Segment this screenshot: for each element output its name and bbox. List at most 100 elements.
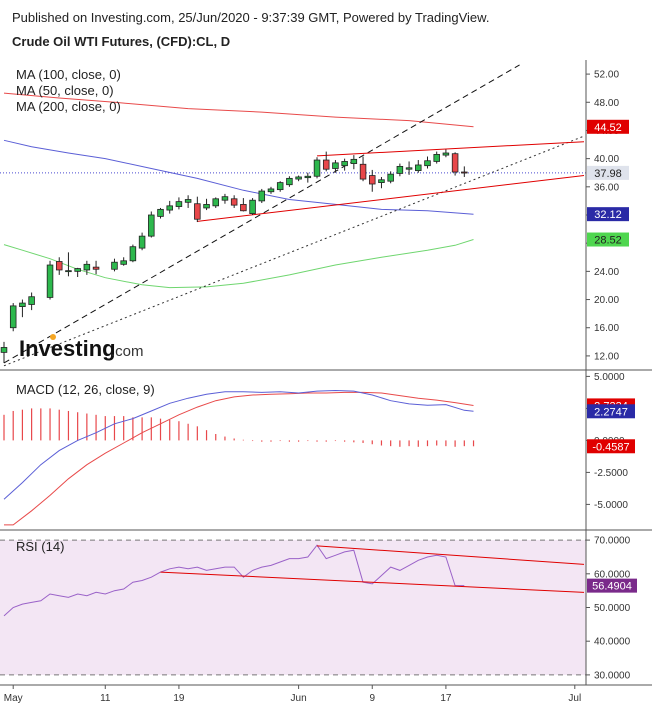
price-tick-label: 20.00 (594, 295, 619, 306)
candle-up (249, 198, 256, 215)
rsi-tag-label: 56.4904 (592, 581, 632, 593)
candle-body (65, 270, 72, 273)
candle-body (46, 264, 54, 298)
time-tick-label: 19 (173, 693, 185, 704)
macd-tick-label: -5.0000 (594, 500, 628, 511)
candle-body (267, 188, 275, 193)
time-tick-label: 17 (440, 693, 452, 704)
candle-up (433, 151, 440, 164)
candle-up (396, 163, 404, 177)
candle-body (341, 161, 348, 167)
candle-up (286, 176, 293, 187)
candle-down (55, 257, 63, 275)
candle-body (378, 179, 385, 183)
rsi-band (0, 540, 586, 675)
macd-tag-label: 2.2747 (594, 406, 628, 418)
candle-up (203, 198, 210, 211)
rsi-tick-label: 60.0000 (594, 569, 631, 580)
macd-tick-label: 5.0000 (594, 372, 625, 383)
rsi-tick-label: 30.0000 (594, 670, 631, 681)
candle-up (276, 181, 284, 192)
candle-body (240, 204, 247, 212)
investing-logo: Investing (19, 336, 116, 361)
candle-down (368, 169, 376, 192)
candle-body (166, 205, 173, 211)
candle-up (387, 171, 394, 184)
candle-up (304, 172, 312, 183)
price-tag (587, 232, 629, 247)
candle-body (424, 160, 431, 167)
candle-up (442, 149, 450, 158)
price-tick-label: 36.00 (594, 182, 619, 193)
candle-body (433, 154, 440, 162)
candle-up (424, 156, 431, 169)
price-tick-label: 24.00 (594, 267, 619, 278)
chart-title: Crude Oil WTI Futures, (CFD):CL, D (12, 34, 231, 49)
candle-body (415, 164, 422, 172)
candle-body (55, 261, 63, 271)
candle-up (120, 257, 127, 266)
candle-body (359, 163, 367, 180)
time-tick-label: Jul (568, 693, 581, 704)
candle-body (74, 268, 81, 272)
candle-up (341, 158, 348, 171)
candle-body (451, 153, 459, 173)
price-tick-label: 40.00 (594, 154, 619, 165)
candle-up (221, 193, 229, 204)
ma-legend-entry: MA (50, close, 0) (16, 83, 114, 98)
candle-up (175, 197, 183, 210)
macd-tag (587, 439, 635, 454)
candle-body (203, 204, 210, 209)
candle-up (313, 157, 321, 179)
candle-body (157, 208, 164, 217)
candle-up (0, 341, 8, 363)
price-tag (587, 165, 629, 180)
candle-body (120, 260, 127, 265)
candle-down (194, 196, 201, 223)
candle-up (74, 267, 81, 277)
candle-down (240, 198, 247, 212)
rsi-line (3, 544, 465, 617)
candle-body (230, 198, 238, 206)
candle-body (286, 177, 293, 186)
investing-logo-suffix: .com (111, 343, 144, 360)
price-tick-label: 12.00 (594, 351, 619, 362)
candle-down (322, 151, 330, 172)
candle-up (138, 232, 146, 251)
ma100-line (3, 92, 474, 128)
candle-up (415, 160, 422, 173)
candle-body (184, 199, 192, 203)
macd-tick-label: -2.5000 (594, 468, 628, 479)
candle-up (83, 260, 91, 275)
candle-body (313, 159, 321, 177)
rsi-tick-label: 70.0000 (594, 536, 631, 547)
candle-up (405, 161, 413, 175)
candle-body (138, 235, 146, 249)
candle-body (221, 196, 229, 201)
rsi-tick-label: 50.0000 (594, 603, 631, 614)
candle-up (212, 197, 219, 208)
price-tag (587, 119, 629, 134)
price-tick-label: 48.00 (594, 98, 619, 109)
candle-up (295, 175, 302, 182)
macd-label: MACD (12, 26, close, 9) (16, 382, 155, 397)
price-tick-label: 16.00 (594, 323, 619, 334)
publisher-line: Published on Investing.com, 25/Jun/2020 … (12, 10, 490, 25)
price-tick-label: 52.00 (594, 70, 619, 81)
price-tag-label: 37.98 (594, 168, 622, 180)
trend-line-solid (197, 175, 585, 222)
candle-body (111, 261, 118, 270)
candle-up (148, 211, 155, 238)
candle-body (175, 201, 183, 207)
candle-body (129, 246, 137, 262)
candle-body (194, 203, 201, 220)
candle-body (442, 152, 450, 156)
candle-up (9, 303, 17, 332)
ma-legend-entry: MA (200, close, 0) (16, 99, 121, 114)
time-tick-label: May (4, 693, 23, 704)
candle-body (276, 182, 284, 191)
candle-down (461, 166, 468, 177)
rsi-tick-label: 40.0000 (594, 637, 631, 648)
price-tag-label: 44.52 (594, 122, 622, 134)
